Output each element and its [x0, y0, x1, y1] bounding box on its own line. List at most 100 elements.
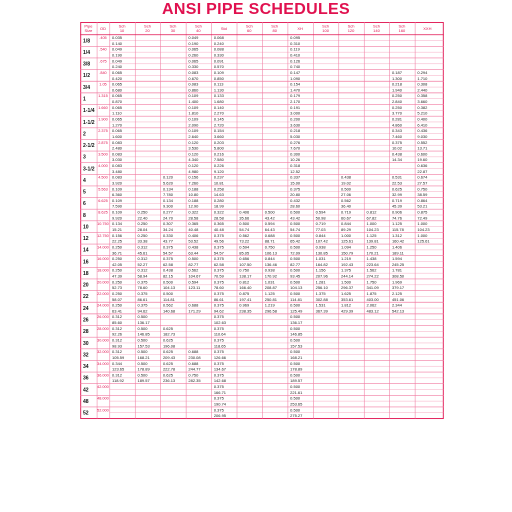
- weight-per-foot-value: 274.22: [367, 274, 380, 279]
- weight-per-foot-value: 2.480: [112, 146, 123, 151]
- wall-thickness-value: 0.400: [417, 117, 428, 122]
- wall-thickness-value: 0.083: [112, 151, 123, 156]
- weight-per-foot-value: 32.99: [392, 192, 403, 197]
- wall-thickness-value: 0.438: [392, 151, 403, 156]
- pipe-size-label: 32: [83, 352, 89, 358]
- outside-diameter-value: 2.875: [98, 141, 108, 145]
- weight-per-foot-value: 123.11: [188, 285, 201, 290]
- wall-thickness-value: 0.065: [112, 105, 123, 110]
- weight-per-foot-value: 0.680: [112, 87, 123, 92]
- wall-thickness-value: 0.318: [290, 163, 301, 168]
- wall-thickness-value: 0.375: [214, 338, 225, 343]
- weight-per-foot-value: 367.39: [316, 308, 329, 313]
- weight-per-foot-value: 0.240: [112, 64, 123, 69]
- wall-thickness-value: 0.187: [392, 70, 403, 75]
- pipe-size-label: 2: [83, 131, 86, 137]
- weight-per-foot-value: 28.58: [214, 215, 225, 220]
- weight-per-foot-value: 18.99: [214, 204, 225, 209]
- wall-thickness-value: 0.500: [188, 256, 199, 261]
- pipe-size-label: 8: [83, 213, 86, 219]
- wall-thickness-value: 0.500: [290, 291, 301, 296]
- weight-per-foot-value: 104.67: [188, 274, 201, 279]
- weight-per-foot-value: 126.66: [214, 355, 227, 360]
- weight-per-foot-value: 134.67: [214, 367, 227, 372]
- weight-per-foot-value: 72.09: [290, 250, 301, 255]
- wall-thickness-value: 0.188: [188, 198, 199, 203]
- wall-thickness-value: 0.312: [138, 244, 149, 249]
- wall-thickness-value: 0.500: [290, 314, 301, 319]
- wall-thickness-value: 1.781: [392, 268, 403, 273]
- weight-per-foot-value: 1.680: [214, 99, 225, 104]
- weight-per-foot-value: 1.940: [392, 87, 403, 92]
- wall-thickness-value: 1.125: [392, 221, 403, 226]
- weight-per-foot-value: 28.58: [188, 215, 199, 220]
- wall-thickness-value: 0.312: [112, 349, 123, 354]
- weight-per-foot-value: 3.030: [112, 157, 123, 162]
- weight-per-foot-value: 4.860: [392, 122, 403, 127]
- wall-thickness-value: 0.500: [239, 221, 250, 226]
- wall-thickness-value: 0.500: [290, 233, 301, 238]
- weight-per-foot-value: 1.400: [188, 99, 199, 104]
- wall-thickness-value: 0.049: [112, 58, 123, 63]
- weight-per-foot-value: 22.40: [138, 215, 149, 220]
- wall-thickness-value: 0.330: [163, 233, 174, 238]
- pipe-size-label: 48: [83, 399, 89, 405]
- column-header-label: 40: [196, 28, 201, 33]
- weight-per-foot-value: 197.41: [239, 297, 252, 302]
- wall-thickness-value: 0.375: [214, 244, 225, 249]
- wall-thickness-value: 1.219: [265, 303, 276, 308]
- wall-thickness-value: 0.375: [214, 326, 225, 331]
- wall-thickness-value: 0.277: [163, 210, 174, 215]
- wall-thickness-value: 0.438: [188, 244, 199, 249]
- weight-per-foot-value: 54.74: [290, 227, 301, 232]
- wall-thickness-value: 0.382: [417, 105, 428, 110]
- wall-thickness-value: 0.375: [163, 256, 174, 261]
- wall-thickness-value: 2.062: [367, 303, 378, 308]
- weight-per-foot-value: 6.360: [112, 192, 123, 197]
- wall-thickness-value: 0.406: [239, 210, 250, 215]
- column-header-label: 120: [348, 28, 355, 33]
- wall-thickness-value: 0.049: [188, 35, 199, 40]
- wall-thickness-value: 0.119: [290, 47, 300, 52]
- wall-thickness-value: 0.500: [290, 279, 301, 284]
- column-header-label: 30: [171, 28, 176, 33]
- wall-thickness-value: 0.294: [417, 70, 428, 75]
- weight-per-foot-value: 45.61: [138, 250, 149, 255]
- pipe-size-label: 20: [83, 283, 89, 289]
- weight-per-foot-value: 171.29: [188, 308, 201, 313]
- weight-per-foot-value: 138.17: [239, 274, 252, 279]
- wall-thickness-value: 0.375: [214, 384, 225, 389]
- pipe-size-label: 1/2: [83, 73, 90, 79]
- outside-diameter-value: 22.000: [97, 292, 109, 296]
- weight-per-foot-value: 12.52: [290, 169, 301, 174]
- wall-thickness-value: 0.109: [112, 186, 123, 191]
- weight-per-foot-value: 1.600: [112, 134, 123, 139]
- weight-per-foot-value: 221.61: [290, 390, 303, 395]
- wall-thickness-value: 0.035: [112, 35, 123, 40]
- weight-per-foot-value: 256.10: [316, 285, 329, 290]
- weight-per-foot-value: 0.260: [188, 53, 199, 58]
- wall-thickness-value: 1.594: [392, 256, 403, 261]
- weight-per-foot-value: 125.61: [417, 239, 430, 244]
- weight-per-foot-value: 49.56: [214, 239, 225, 244]
- wall-thickness-value: 0.191: [290, 105, 301, 110]
- wall-thickness-value: 0.719: [392, 198, 403, 203]
- wall-thickness-value: 0.203: [214, 140, 225, 145]
- page-title: ANSI PIPE SCHEDULES: [162, 1, 350, 18]
- weight-per-foot-value: 170.92: [265, 274, 278, 279]
- weight-per-foot-value: 34.24: [163, 227, 174, 232]
- weight-per-foot-value: 14.63: [214, 192, 225, 197]
- weight-per-foot-value: 136.17: [138, 320, 151, 325]
- weight-per-foot-value: 282.35: [188, 378, 201, 383]
- outside-diameter-value: 16.000: [97, 257, 109, 261]
- weight-per-foot-value: 52.73: [112, 285, 123, 290]
- pipe-size-label: 22: [83, 294, 89, 300]
- wall-thickness-value: 0.322: [188, 210, 199, 215]
- outside-diameter-value: 18.000: [97, 269, 109, 273]
- weight-per-foot-value: 136.17: [290, 320, 303, 325]
- wall-thickness-value: 0.594: [316, 210, 327, 215]
- weight-per-foot-value: 22.25: [112, 239, 123, 244]
- pipe-size-label: 1/8: [83, 38, 90, 44]
- weight-per-foot-value: 164.82: [316, 262, 329, 267]
- weight-per-foot-value: 146.85: [138, 332, 151, 337]
